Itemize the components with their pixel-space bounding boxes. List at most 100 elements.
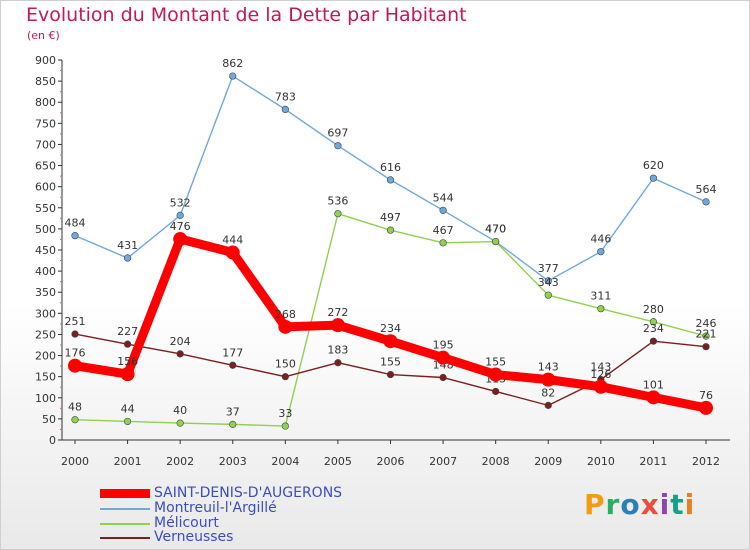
data-label: 620 [643, 159, 664, 172]
data-label: 616 [380, 161, 401, 174]
data-label: 246 [696, 317, 717, 330]
data-label: 532 [170, 196, 191, 209]
data-point [439, 239, 447, 247]
data-label: 176 [65, 347, 86, 360]
data-point [646, 390, 661, 405]
data-label: 476 [170, 220, 191, 233]
data-label: 150 [275, 358, 296, 371]
data-point [334, 359, 342, 367]
x-tick-label: 2009 [534, 455, 562, 468]
data-label: 697 [327, 127, 348, 140]
y-tick-label: 400 [35, 265, 56, 278]
data-point [176, 419, 184, 427]
data-point [597, 248, 605, 256]
data-point [71, 330, 79, 338]
data-label: 177 [222, 346, 243, 359]
data-point [593, 379, 608, 394]
data-label: 156 [117, 355, 138, 368]
data-point [597, 305, 605, 313]
legend-label: SAINT-DENIS-D'AUGERONS [154, 485, 343, 501]
y-tick-label: 600 [35, 181, 56, 194]
y-tick-label: 100 [35, 392, 56, 405]
data-point [383, 334, 398, 349]
legend-label: Montreuil-l'Argillé [154, 500, 277, 516]
data-point [439, 373, 447, 382]
data-point [541, 372, 556, 387]
data-label: 221 [696, 328, 717, 341]
data-label: 33 [278, 407, 292, 420]
data-point [281, 373, 289, 381]
logo-letter: P [584, 488, 606, 521]
proxiti-logo: Proxiti [584, 488, 695, 521]
data-point [229, 72, 237, 80]
x-tick-label: 2006 [377, 455, 405, 468]
data-point [123, 254, 132, 262]
data-point [436, 350, 451, 365]
data-point [544, 277, 552, 285]
y-tick-label: 700 [35, 138, 56, 151]
data-label: 126 [590, 368, 611, 381]
data-label: 234 [380, 322, 401, 335]
data-point [544, 401, 552, 409]
data-label: 44 [121, 402, 135, 415]
y-tick-label: 300 [35, 307, 56, 320]
y-tick-label: 200 [35, 350, 56, 363]
data-point [71, 232, 79, 240]
x-tick-label: 2004 [271, 455, 299, 468]
legend-swatch [100, 508, 150, 510]
logo-letter: r [605, 488, 621, 521]
data-label: 862 [222, 57, 243, 70]
data-label: 444 [222, 234, 243, 247]
legend-label: Mélicourt [154, 515, 219, 531]
legend-swatch [100, 489, 150, 498]
chart-title: Evolution du Montant de la Dette par Hab… [26, 4, 467, 26]
data-point [334, 210, 342, 218]
data-point [278, 319, 293, 334]
chart-subtitle: (en €) [27, 29, 60, 42]
data-point [492, 237, 500, 246]
data-label: 40 [173, 404, 187, 417]
data-point [488, 367, 503, 382]
data-label: 431 [117, 239, 138, 252]
data-label: 544 [433, 191, 454, 204]
data-point [176, 211, 184, 219]
y-tick-label: 900 [35, 54, 56, 67]
x-tick-label: 2007 [429, 455, 457, 468]
logo-letter: x [640, 488, 660, 521]
y-tick-label: 500 [35, 223, 56, 236]
data-label: 446 [590, 233, 611, 246]
y-tick-label: 800 [35, 96, 56, 109]
data-point [173, 232, 188, 247]
data-label: 467 [433, 224, 454, 237]
data-point [649, 318, 658, 326]
data-point [120, 367, 135, 382]
data-label: 536 [327, 195, 348, 208]
x-tick-label: 2000 [61, 455, 89, 468]
data-label: 155 [380, 356, 401, 369]
data-label: 343 [538, 276, 559, 289]
data-label: 251 [65, 315, 86, 328]
data-label: 783 [275, 90, 296, 103]
data-point [649, 337, 658, 345]
data-point [71, 416, 79, 424]
data-point [176, 350, 184, 358]
data-label: 37 [226, 405, 240, 418]
x-tick-label: 2003 [219, 455, 247, 468]
y-tick-label: 250 [35, 328, 56, 341]
data-label: 82 [541, 386, 555, 399]
data-label: 143 [538, 361, 559, 374]
series-line [74, 212, 707, 427]
y-tick-label: 0 [49, 434, 56, 447]
data-label: 497 [380, 211, 401, 224]
data-label: 195 [433, 339, 454, 352]
data-point [281, 422, 289, 430]
logo-letter: t [670, 488, 685, 521]
data-point [699, 400, 713, 415]
data-label: 272 [327, 306, 348, 319]
data-point [386, 226, 395, 234]
x-tick-label: 2002 [166, 455, 194, 468]
data-point [281, 105, 289, 113]
y-tick-label: 750 [35, 117, 56, 130]
logo-letter: i [659, 488, 671, 521]
